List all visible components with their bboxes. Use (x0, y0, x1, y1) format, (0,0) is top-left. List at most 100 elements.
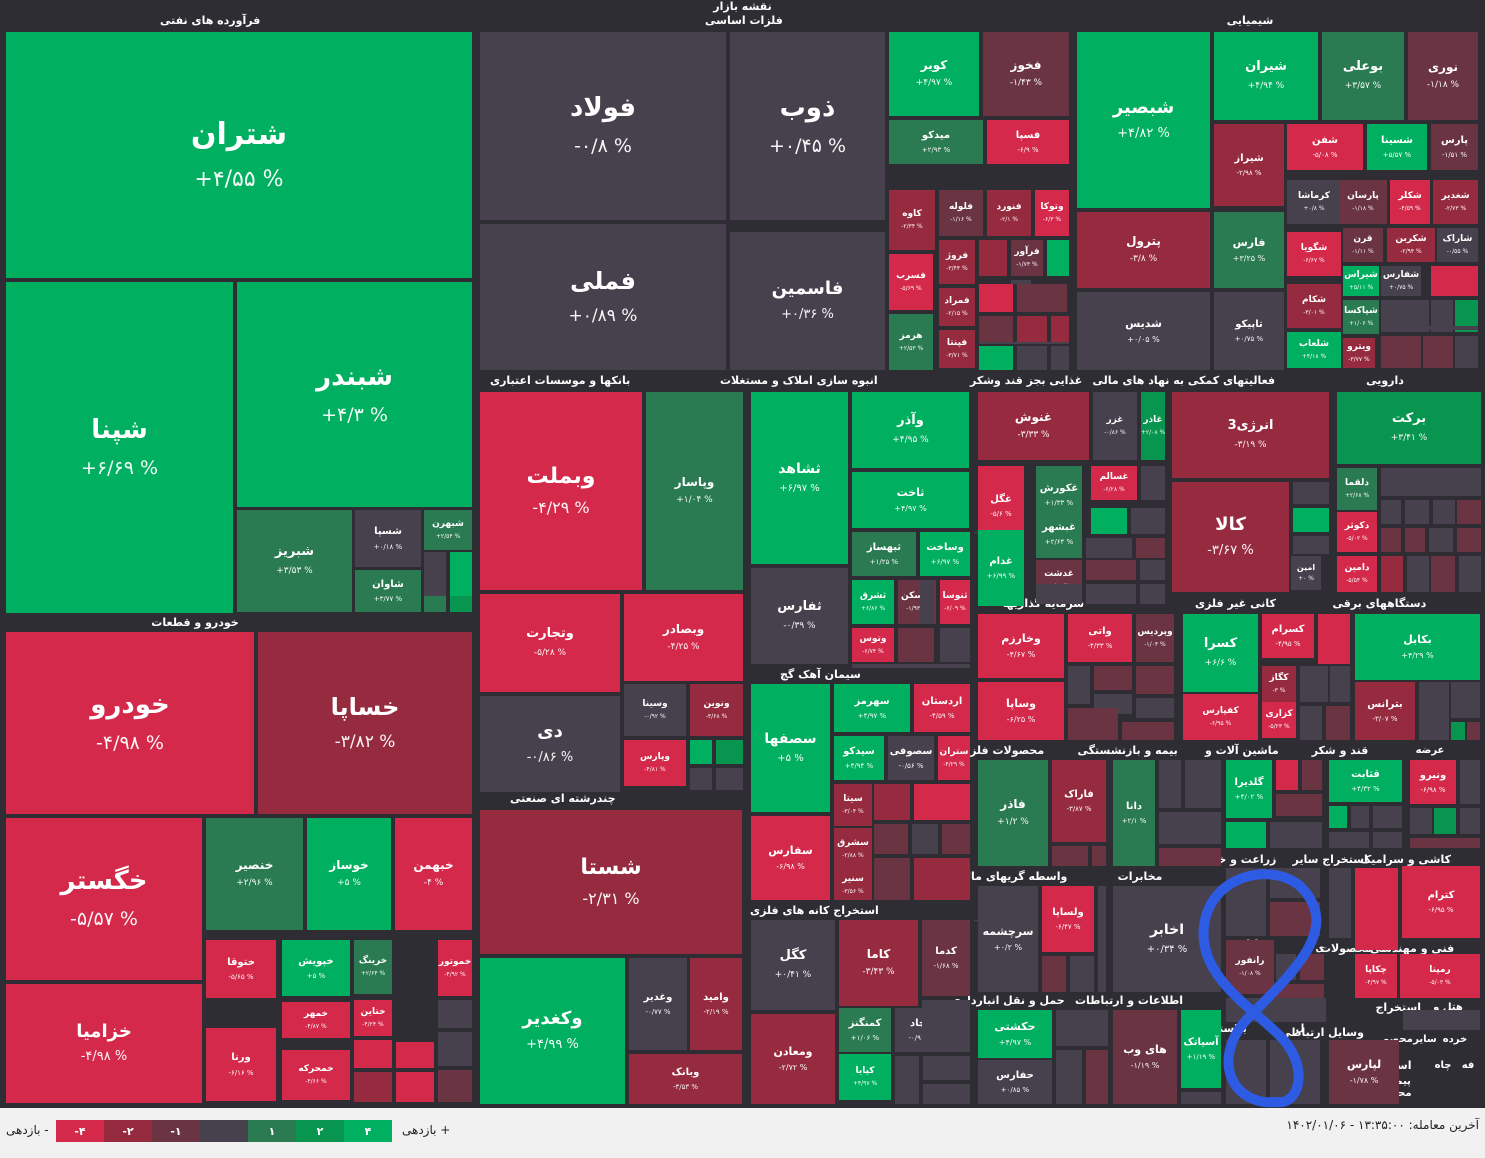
stock-tile[interactable]: کاوه -۲/۳۴ % (889, 190, 935, 250)
stock-tile-small[interactable] (922, 1000, 970, 1052)
stock-tile-small[interactable] (1098, 886, 1106, 992)
stock-tile-small[interactable] (1351, 806, 1369, 828)
stock-tile[interactable]: وکغدیر +۴/۹۹ % (480, 958, 625, 1104)
stock-tile-small[interactable] (1373, 832, 1402, 848)
stock-tile-small[interactable] (1410, 838, 1480, 848)
stock-tile[interactable]: وامید -۲/۱۹ % (690, 958, 742, 1050)
stock-tile-small[interactable] (1329, 868, 1351, 938)
stock-tile[interactable]: شستا -۲/۳۱ % (480, 810, 742, 954)
stock-tile[interactable]: سصفها +۵ % (751, 684, 830, 812)
stock-tile[interactable]: شبهرن +۲/۵۴ % (424, 510, 472, 550)
stock-tile[interactable]: خبهمن -۴ % (395, 818, 472, 930)
stock-tile-small[interactable] (1431, 300, 1453, 332)
stock-tile[interactable]: فرآور -۱/۷۳ % (1011, 240, 1043, 276)
stock-tile-small[interactable] (1068, 708, 1118, 740)
stock-tile[interactable]: وسینا -۰/۹۲ % (624, 684, 686, 736)
stock-tile-small[interactable] (940, 628, 970, 662)
stock-tile-small[interactable] (1381, 556, 1403, 592)
stock-tile[interactable]: سشرق -۲/۸۸ % (834, 828, 872, 870)
stock-tile-small[interactable] (1276, 794, 1322, 816)
stock-tile[interactable]: قرن -۱/۱۱ % (1343, 228, 1383, 262)
stock-tile[interactable]: فاذر +۱/۲ % (978, 760, 1048, 866)
stock-tile-small[interactable] (1455, 336, 1478, 368)
stock-tile-small[interactable] (1086, 1050, 1108, 1104)
stock-tile-small[interactable] (874, 858, 910, 900)
stock-tile[interactable]: کالا -۳/۶۷ % (1172, 482, 1289, 592)
stock-tile[interactable]: کفپارس -۶/۹۵ % (1183, 694, 1258, 740)
stock-tile[interactable]: قثابت +۴/۳۲ % (1329, 760, 1402, 802)
stock-tile[interactable]: شبریز +۳/۵۳ % (237, 510, 352, 612)
stock-tile-small[interactable] (1300, 706, 1322, 740)
stock-tile[interactable]: غاذر +۲/۰۸ % (1141, 392, 1165, 460)
stock-tile[interactable]: وتوکا -۶/۳ % (1035, 190, 1069, 236)
stock-tile-small[interactable] (974, 920, 978, 921)
stock-tile[interactable]: شپنا +۶/۶۹ % (6, 282, 233, 613)
stock-tile-small[interactable] (690, 740, 712, 764)
stock-tile[interactable]: سرچشمه +۰/۲ % (978, 886, 1038, 992)
stock-tile-small[interactable] (1293, 536, 1329, 554)
stock-tile-small[interactable] (1403, 1010, 1480, 1030)
stock-tile[interactable]: سیدکو +۴/۹۴ % (834, 736, 884, 780)
stock-tile-small[interactable] (1381, 326, 1478, 330)
stock-tile-small[interactable] (1159, 848, 1221, 866)
stock-tile-small[interactable] (1051, 346, 1069, 370)
stock-tile[interactable]: ختاین -۴/۲۴ % (354, 1000, 392, 1036)
stock-tile[interactable]: رمپنا -۵/۰۳ % (1400, 954, 1480, 998)
stock-tile-small[interactable] (974, 532, 978, 533)
stock-tile[interactable]: وساپا -۶/۲۵ % (978, 682, 1064, 740)
stock-tile-small[interactable] (716, 740, 743, 764)
stock-tile[interactable]: ویترو -۳/۷۷ % (1343, 338, 1375, 368)
stock-tile[interactable]: ذوب +۰/۴۵ % (730, 32, 885, 220)
stock-tile-small[interactable] (396, 1042, 434, 1068)
stock-tile-small[interactable] (1373, 806, 1402, 828)
stock-tile[interactable]: شگویا -۶/۶۷ % (1287, 232, 1341, 276)
stock-tile[interactable]: کترام -۶/۹۵ % (1402, 866, 1480, 938)
stock-tile-small[interactable] (1276, 954, 1296, 980)
stock-tile[interactable]: ثاخت +۴/۹۷ % (852, 472, 969, 528)
stock-tile[interactable]: فارس +۳/۲۵ % (1214, 212, 1284, 288)
stock-tile-small[interactable] (438, 1070, 472, 1102)
stock-tile[interactable]: فروژ -۳/۴۴ % (939, 240, 975, 284)
stock-tile-small[interactable] (1329, 806, 1347, 828)
stock-tile-small[interactable] (1051, 316, 1069, 342)
stock-tile-small[interactable] (1092, 846, 1106, 866)
stock-tile-small[interactable] (1017, 346, 1047, 370)
stock-tile-small[interactable] (923, 1084, 970, 1104)
stock-tile[interactable]: ثنوسا -۶/۰۹ % (940, 580, 970, 624)
stock-tile[interactable]: ثشاهد +۶/۹۷ % (751, 392, 848, 564)
stock-tile[interactable]: شیران +۴/۹۴ % (1214, 32, 1318, 120)
stock-tile[interactable]: سهرمز +۴/۹۷ % (834, 684, 910, 732)
stock-tile[interactable]: بکابل +۴/۲۹ % (1355, 614, 1480, 680)
stock-tile[interactable]: وآذر +۴/۹۵ % (852, 392, 969, 468)
stock-tile[interactable]: اردستان -۴/۵۹ % (914, 684, 970, 732)
stock-tile[interactable]: حفارس +۰/۸۵ % (978, 1060, 1052, 1104)
stock-tile[interactable]: فلوله -۱/۱۶ % (939, 190, 983, 236)
stock-tile-small[interactable] (438, 1000, 472, 1028)
stock-tile-small[interactable] (1036, 584, 1082, 604)
stock-tile-small[interactable] (1302, 760, 1322, 790)
stock-tile-small[interactable] (1467, 722, 1480, 740)
stock-tile[interactable]: خوساز +۵ % (307, 818, 391, 930)
stock-tile[interactable]: خمهر -۴/۸۷ % (282, 1002, 350, 1038)
stock-tile[interactable]: پارسان -۱/۱۸ % (1339, 180, 1387, 224)
stock-tile-small[interactable] (852, 664, 970, 668)
stock-tile[interactable]: فنورد -۲/۱ % (987, 190, 1031, 236)
stock-tile-small[interactable] (1011, 280, 1031, 284)
stock-tile[interactable]: فخوز -۱/۴۳ % (983, 32, 1069, 116)
stock-tile[interactable]: کگل +۰/۴۱ % (751, 920, 835, 1010)
stock-tile-small[interactable] (1423, 336, 1453, 368)
stock-tile-small[interactable] (1091, 508, 1127, 534)
stock-tile-small[interactable] (874, 824, 908, 854)
stock-tile-small[interactable] (1159, 812, 1221, 844)
stock-tile-small[interactable] (1410, 808, 1432, 834)
stock-tile[interactable]: حکشتی +۴/۹۷ % (978, 1010, 1052, 1058)
stock-tile[interactable]: شبندر +۴/۳ % (237, 282, 472, 507)
stock-tile-small[interactable] (1086, 560, 1136, 580)
stock-tile[interactable]: شکربن -۲/۹۴ % (1387, 228, 1435, 262)
stock-tile-small[interactable] (1056, 1050, 1082, 1104)
stock-tile[interactable]: وبصادر -۴/۲۵ % (624, 594, 743, 681)
stock-tile[interactable]: شیراز -۲/۹۸ % (1214, 124, 1284, 206)
stock-tile-small[interactable] (1226, 868, 1266, 936)
stock-tile-small[interactable] (1293, 508, 1329, 532)
stock-tile[interactable]: کدما -۱/۶۸ % (922, 920, 970, 996)
